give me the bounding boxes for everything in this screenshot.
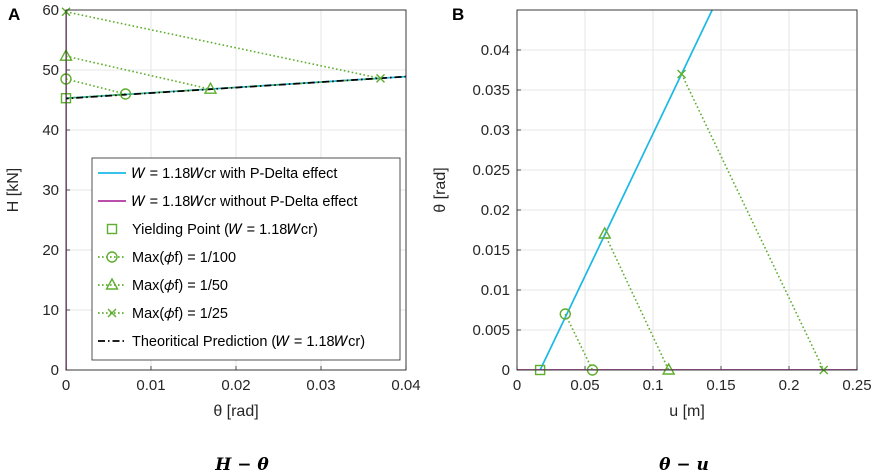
data-point-circle <box>119 88 132 100</box>
data-point-x <box>376 73 385 83</box>
y-tick-label: 0.02 <box>481 202 510 219</box>
y-tick-label: 50 <box>42 62 59 79</box>
legend-label: Max(𝜙f) = 1/25 <box>132 306 228 322</box>
panel-label: B <box>452 5 464 24</box>
y-tick-label: 0.005 <box>472 322 510 339</box>
chart-panel-A: 0 0.01 0.02 0.03 0.04 0 10 20 30 40 50 60 θ [rad] H [… <box>5 2 421 474</box>
data-point-circle <box>559 308 571 320</box>
x-tick-label: 0 <box>513 377 521 394</box>
x-tick-label: 0 <box>62 377 70 394</box>
legend-swatch-marker <box>106 251 118 263</box>
legend-swatch-marker <box>107 308 117 318</box>
legend-label: 𝑊 = 1.18𝑊cr without P-Delta effect <box>132 194 358 210</box>
x-tick-label: 0.1 <box>643 377 664 394</box>
legend-swatch-marker <box>105 277 119 290</box>
legend-label: 𝑊 = 1.18𝑊cr with P-Delta effect <box>132 166 337 182</box>
series-line-4 <box>603 233 670 370</box>
y-tick-label: 0 <box>502 362 510 379</box>
y-tick-label: 0.01 <box>481 282 510 299</box>
panel-label: A <box>8 5 20 24</box>
y-tick-label: 20 <box>42 242 59 259</box>
data-point-x <box>677 69 687 79</box>
x-tick-label: 0.05 <box>570 377 599 394</box>
x-tick-label: 0.03 <box>306 377 335 394</box>
x-tick-label: 0.15 <box>706 377 735 394</box>
x-tick-label: 0.02 <box>221 377 250 394</box>
panel-caption: H − θ <box>214 455 269 474</box>
plot-frame <box>65 9 407 371</box>
x-tick-label: 0.25 <box>842 377 871 394</box>
legend-label: Yielding Point (𝑊 = 1.18𝑊cr) <box>132 222 318 238</box>
series-line-5 <box>680 73 825 370</box>
y-tick-label: 0.015 <box>472 242 510 259</box>
x-tick-label: 0.01 <box>136 377 165 394</box>
panel-caption: θ − u <box>659 455 709 474</box>
y-tick-label: 0 <box>51 362 59 379</box>
plot-area <box>517 10 857 370</box>
y-tick-label: 60 <box>42 2 59 19</box>
x-tick-label: 0.04 <box>391 377 420 394</box>
legend-label: Max(𝜙f) = 1/100 <box>132 250 236 266</box>
y-tick-label: 0.025 <box>472 162 510 179</box>
legend-label: Theoritical Prediction (𝑊 = 1.18𝑊cr) <box>132 334 365 350</box>
y-tick-label: 0.03 <box>481 122 510 139</box>
data-point-triangle <box>661 362 676 375</box>
y-tick-label: 10 <box>42 302 59 319</box>
chart-panel-B: 0 0.05 0.1 0.15 0.2 0.25 0 0.005 0.01 0.015 0.02 0.… <box>432 5 872 474</box>
y-tick-label: 0.035 <box>472 82 510 99</box>
x-axis-label: u [m] <box>669 403 705 420</box>
y-tick-label: 30 <box>42 182 59 199</box>
data-point-triangle <box>598 226 612 239</box>
legend-label: Max(𝜙f) = 1/50 <box>132 278 228 294</box>
legend: 𝑊 = 1.18𝑊cr with P-Delta effect 𝑊 = 1.18𝑊… <box>91 157 401 361</box>
plot-frame <box>516 9 858 371</box>
x-tick-label: 0.2 <box>779 377 800 394</box>
legend-box <box>91 157 401 361</box>
x-axis-label: θ [rad] <box>213 403 258 420</box>
y-axis-label: H [kN] <box>5 168 22 212</box>
legend-swatch-marker <box>106 223 118 235</box>
y-tick-label: 0.04 <box>481 42 510 59</box>
y-tick-label: 40 <box>42 122 59 139</box>
y-axis-label: θ [rad] <box>432 167 449 212</box>
data-point-triangle <box>203 81 218 94</box>
